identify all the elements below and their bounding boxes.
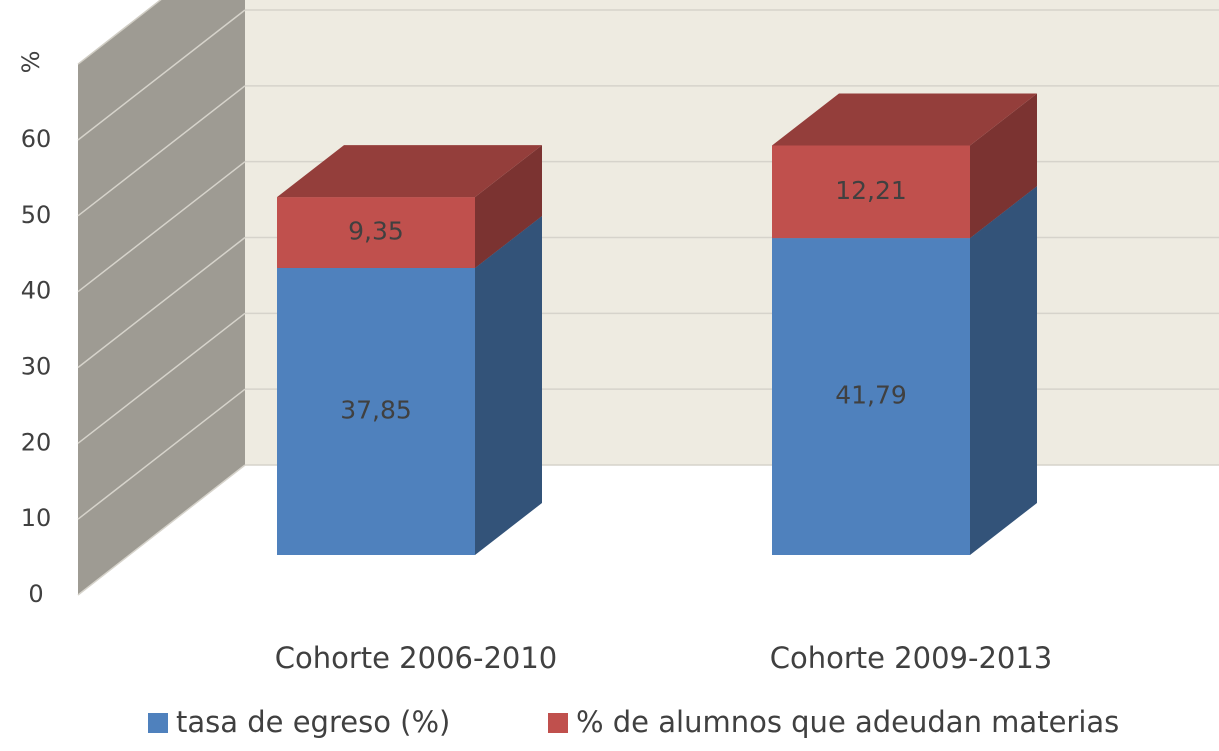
bar-front [277, 267, 475, 555]
grid-line [77, 464, 246, 596]
y-axis-label: % [17, 51, 45, 74]
y-tick-label: 40 [21, 277, 52, 305]
bar-front [772, 238, 970, 555]
wall-edge [77, 0, 162, 65]
bar-top [772, 93, 1037, 146]
legend-label: % de alumnos que adeudan materias [576, 705, 1119, 739]
bar-side [970, 186, 1037, 555]
grid-line [77, 161, 246, 293]
grid-line [77, 85, 246, 217]
side-wall [78, 0, 245, 595]
y-tick-label: 50 [21, 201, 52, 229]
bar-top [277, 145, 542, 198]
bar-side [970, 93, 1037, 239]
legend-swatch [148, 713, 168, 733]
grid-line [77, 9, 246, 141]
y-tick-label: 10 [21, 504, 52, 532]
data-label: 37,85 [340, 395, 412, 424]
x-tick-label: Cohorte 2009-2013 [770, 641, 1053, 675]
y-tick-label: 20 [21, 428, 52, 456]
y-tick-label: 60 [21, 125, 52, 153]
bar-side [475, 145, 542, 268]
x-tick-label: Cohorte 2006-2010 [275, 641, 558, 675]
legend-label: tasa de egreso (%) [176, 705, 450, 739]
data-label: 9,35 [348, 217, 404, 246]
bar-side [475, 215, 542, 556]
grid-line [77, 236, 246, 369]
bar-front [277, 197, 475, 268]
legend-swatch [548, 713, 568, 733]
grid-line [77, 312, 246, 444]
grid-line [77, 388, 246, 520]
bar-front [772, 145, 970, 239]
y-tick-label: 0 [28, 580, 43, 608]
data-label: 12,21 [835, 176, 907, 205]
y-tick-label: 30 [21, 353, 52, 381]
data-label: 41,79 [835, 381, 907, 410]
